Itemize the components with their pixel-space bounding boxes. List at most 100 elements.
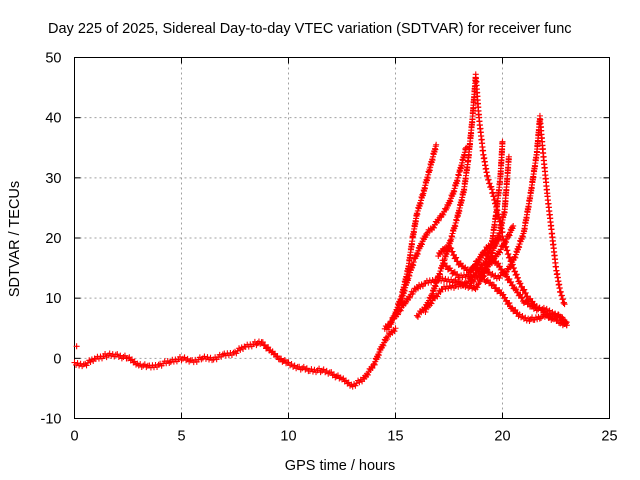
data-point bbox=[561, 301, 568, 308]
data-point bbox=[233, 350, 240, 357]
series-outlier bbox=[73, 343, 80, 350]
data-point bbox=[375, 352, 382, 359]
data-point bbox=[508, 224, 515, 231]
data-point bbox=[453, 254, 460, 261]
data-point bbox=[454, 271, 461, 278]
data-point bbox=[492, 272, 499, 279]
data-point bbox=[522, 314, 529, 321]
data-point bbox=[517, 291, 524, 298]
tick-labels: 0 5 10 15 20 25 -10 0 10 20 30 40 50 bbox=[41, 51, 618, 445]
data-point bbox=[448, 245, 455, 252]
data-point bbox=[184, 355, 191, 362]
series-track-10 bbox=[478, 112, 568, 308]
data-point bbox=[496, 263, 503, 270]
data-point bbox=[563, 322, 570, 329]
data-point bbox=[385, 324, 392, 331]
data-point bbox=[388, 319, 395, 326]
data-point bbox=[446, 244, 453, 251]
x-axis-label: GPS time / hours bbox=[285, 458, 395, 474]
data-point bbox=[320, 366, 327, 373]
data-point bbox=[512, 268, 519, 275]
data-point bbox=[371, 361, 378, 368]
data-point bbox=[447, 198, 454, 205]
data-point bbox=[392, 325, 399, 332]
data-point bbox=[433, 141, 440, 148]
data-point bbox=[397, 307, 404, 314]
data-point bbox=[369, 365, 376, 372]
x-tick-label: 10 bbox=[280, 429, 296, 445]
data-point bbox=[347, 382, 354, 389]
data-point bbox=[517, 280, 524, 287]
data-point bbox=[505, 153, 512, 160]
data-point bbox=[414, 313, 421, 320]
data-point bbox=[465, 272, 472, 279]
data-point bbox=[428, 300, 435, 307]
data-point bbox=[237, 346, 244, 353]
data-point bbox=[414, 251, 421, 258]
x-tick-label: 5 bbox=[177, 429, 185, 445]
data-point bbox=[506, 264, 513, 271]
data-point bbox=[293, 365, 300, 372]
data-point bbox=[435, 217, 442, 224]
axis-ticks bbox=[74, 57, 610, 419]
data-point bbox=[513, 271, 520, 278]
data-point bbox=[476, 257, 483, 264]
data-point bbox=[519, 294, 526, 301]
data-point bbox=[496, 275, 503, 282]
data-point bbox=[549, 315, 556, 322]
data-point bbox=[380, 342, 387, 349]
data-point bbox=[502, 294, 509, 301]
data-point bbox=[548, 316, 555, 323]
y-tick-label: 40 bbox=[45, 111, 61, 127]
data-point bbox=[84, 359, 91, 366]
data-point bbox=[274, 353, 281, 360]
data-point bbox=[449, 248, 456, 255]
data-point bbox=[464, 280, 471, 287]
data-point bbox=[364, 371, 371, 378]
data-point bbox=[506, 232, 513, 239]
data-point bbox=[303, 365, 310, 372]
y-tick-label: -10 bbox=[41, 412, 62, 428]
y-tick-label: 10 bbox=[45, 291, 61, 307]
data-point bbox=[421, 280, 428, 287]
data-point bbox=[521, 286, 528, 293]
data-point bbox=[470, 278, 477, 285]
data-point bbox=[431, 224, 438, 231]
series-track-4 bbox=[413, 71, 506, 320]
data-point bbox=[506, 275, 513, 282]
data-point bbox=[353, 380, 360, 387]
data-point bbox=[559, 314, 566, 321]
data-point bbox=[509, 281, 516, 288]
y-tick-label: 30 bbox=[45, 171, 61, 187]
series-track-5 bbox=[422, 138, 506, 315]
data-point bbox=[463, 144, 470, 151]
data-point bbox=[181, 354, 188, 361]
series-base bbox=[71, 325, 399, 390]
x-tick-label: 15 bbox=[387, 429, 403, 445]
data-point bbox=[316, 365, 323, 372]
data-point bbox=[505, 300, 512, 307]
data-point bbox=[554, 316, 561, 323]
y-tick-label: 50 bbox=[45, 51, 61, 67]
data-point bbox=[497, 246, 504, 253]
data-point bbox=[503, 239, 510, 246]
data-point bbox=[445, 245, 452, 252]
x-tick-label: 0 bbox=[70, 429, 78, 445]
data-point bbox=[406, 294, 413, 301]
data-point bbox=[513, 286, 520, 293]
data-point bbox=[234, 347, 241, 354]
data-point bbox=[141, 361, 148, 368]
data-point bbox=[522, 289, 529, 296]
data-point bbox=[561, 321, 568, 328]
data-point bbox=[471, 264, 478, 271]
data-point bbox=[383, 336, 390, 343]
y-axis-label: SDTVAR / TECUs bbox=[7, 181, 23, 297]
data-point bbox=[474, 284, 481, 291]
series-track-2 bbox=[392, 144, 470, 317]
data-point bbox=[480, 250, 487, 257]
data-point bbox=[120, 354, 127, 361]
data-point bbox=[391, 328, 398, 335]
data-point bbox=[496, 249, 503, 256]
data-points bbox=[71, 71, 570, 390]
